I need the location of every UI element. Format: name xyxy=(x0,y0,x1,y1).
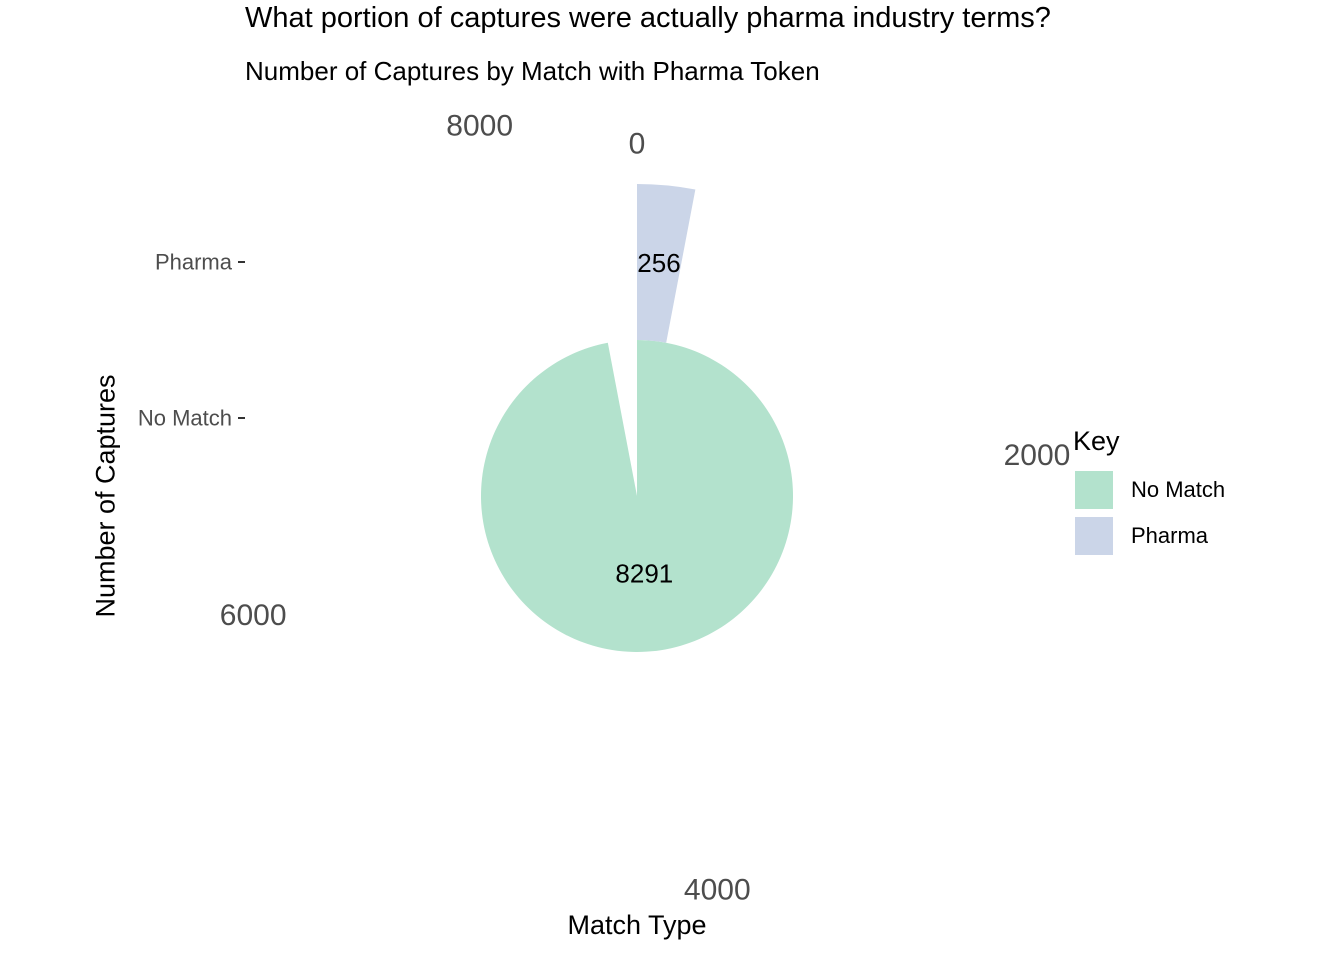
data-label-no-match: 8291 xyxy=(615,559,673,589)
chart-title: What portion of captures were actually p… xyxy=(245,2,1051,34)
legend-label-no-match: No Match xyxy=(1131,477,1226,502)
legend-item-no-match: No Match xyxy=(1073,467,1225,513)
theta-tick-6000: 6000 xyxy=(220,599,287,632)
x-axis-label: Match Type xyxy=(567,910,707,940)
data-label-pharma: 256 xyxy=(637,248,680,278)
legend-item-pharma: Pharma xyxy=(1073,513,1225,559)
legend-title: Key xyxy=(1073,426,1120,456)
radial-tick-label-pharma: Pharma xyxy=(155,250,233,275)
radial-tick-label-no-match: No Match xyxy=(138,406,232,431)
y-axis-label: Number of Captures xyxy=(90,374,121,618)
legend-key-no-match xyxy=(1073,469,1115,511)
theta-tick-8000: 8000 xyxy=(446,110,513,143)
slice-no-match xyxy=(481,340,793,652)
legend: Key No Match Pharma xyxy=(1073,426,1225,559)
theta-tick-4000: 4000 xyxy=(684,873,751,906)
theta-tick-0: 0 xyxy=(629,128,646,161)
theta-tick-2000: 2000 xyxy=(1004,439,1071,472)
legend-key-pharma xyxy=(1073,515,1115,557)
slice-pharma xyxy=(637,184,696,343)
legend-label-pharma: Pharma xyxy=(1131,523,1209,548)
chart-subtitle: Number of Captures by Match with Pharma … xyxy=(245,56,820,86)
